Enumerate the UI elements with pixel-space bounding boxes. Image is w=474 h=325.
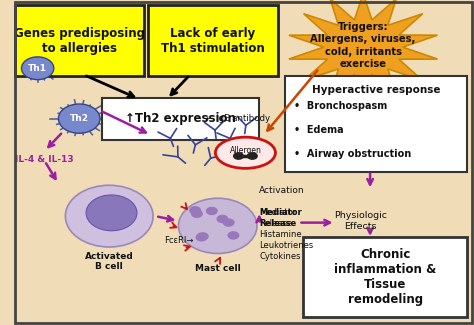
FancyBboxPatch shape [285, 76, 467, 172]
Circle shape [217, 215, 228, 223]
Text: Allergen: Allergen [229, 146, 261, 155]
Text: Th1: Th1 [28, 64, 47, 73]
FancyBboxPatch shape [303, 237, 467, 317]
FancyBboxPatch shape [102, 98, 259, 140]
Circle shape [179, 198, 257, 254]
Ellipse shape [215, 137, 275, 168]
Text: FcεRI→: FcεRI→ [164, 236, 194, 245]
Polygon shape [289, 0, 438, 101]
Circle shape [195, 233, 208, 241]
Circle shape [58, 104, 100, 133]
Circle shape [233, 152, 244, 160]
Text: Physiologic
Effects: Physiologic Effects [334, 211, 387, 231]
Text: •  Airway obstruction: • Airway obstruction [294, 150, 411, 159]
Text: Chronic
inflammation &
Tissue
remodeling: Chronic inflammation & Tissue remodeling [334, 248, 436, 306]
Text: Th2: Th2 [70, 114, 89, 123]
Text: Activation: Activation [259, 186, 305, 195]
Circle shape [191, 210, 203, 218]
Circle shape [86, 195, 137, 231]
Circle shape [247, 152, 258, 160]
FancyBboxPatch shape [148, 5, 278, 76]
Circle shape [189, 206, 201, 215]
Circle shape [197, 232, 209, 240]
Text: Triggers:
Allergens, viruses,
cold, irritants
exercise: Triggers: Allergens, viruses, cold, irri… [310, 22, 416, 69]
Text: Hyperactive response: Hyperactive response [311, 85, 440, 95]
Circle shape [228, 231, 239, 240]
Text: Lack of early
Th1 stimulation: Lack of early Th1 stimulation [161, 27, 265, 55]
FancyBboxPatch shape [15, 5, 144, 76]
Text: Activated
B cell: Activated B cell [85, 252, 134, 271]
Circle shape [21, 57, 54, 80]
Text: ← IgE antibody: ← IgE antibody [206, 114, 270, 123]
Text: IL-4 & IL-13: IL-4 & IL-13 [15, 155, 73, 164]
Circle shape [223, 218, 235, 227]
Text: ↑Th2 expression: ↑Th2 expression [125, 112, 236, 125]
Text: •  Bronchospasm: • Bronchospasm [294, 101, 387, 111]
Circle shape [65, 185, 153, 247]
Circle shape [206, 207, 218, 215]
Text: Mast cell: Mast cell [195, 264, 241, 273]
Text: Mediator
Release
Histamine
Leukotrienes
Cytokines: Mediator Release Histamine Leukotrienes … [259, 208, 313, 261]
Text: •  Edema: • Edema [294, 125, 344, 135]
Text: Genes predisposing
to allergies: Genes predisposing to allergies [14, 27, 145, 55]
Text: Mediator
Release: Mediator Release [259, 208, 302, 228]
